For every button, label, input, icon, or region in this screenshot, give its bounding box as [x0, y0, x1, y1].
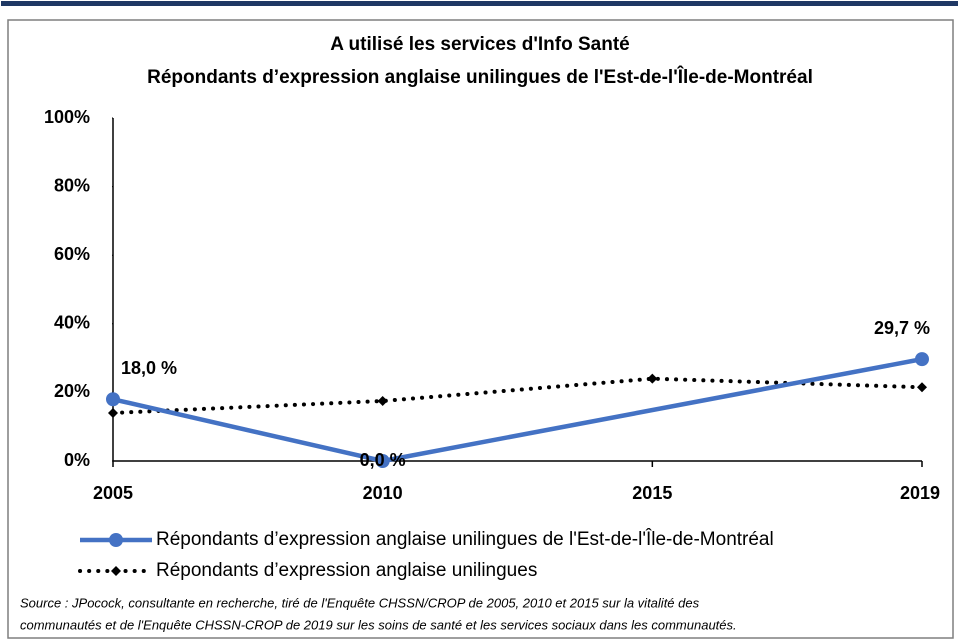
point	[106, 392, 120, 407]
point	[915, 352, 929, 367]
data-label: 0,0 %	[360, 450, 406, 470]
x-tick-label: 2019	[900, 483, 940, 503]
series-line	[112, 356, 923, 464]
chart-frame	[7, 19, 954, 639]
y-tick-label: 40%	[54, 313, 90, 333]
point	[375, 454, 390, 468]
data-label: 29,7 %	[874, 318, 930, 338]
y-tick-label: 20%	[54, 381, 90, 401]
y-tick-label: 100%	[44, 107, 90, 127]
y-tick-label: 60%	[54, 244, 90, 264]
data-label: 18,0 %	[121, 358, 177, 378]
point	[377, 395, 388, 406]
x-tick-label: 2015	[632, 483, 672, 503]
y-tick-label: 80%	[54, 175, 90, 195]
source: communautés et de l'Enquête CHSSN-CROP d…	[20, 617, 737, 632]
chart-title: A utilisé les services d'Info Santé	[330, 34, 629, 55]
legend-label: Répondants d’expression anglaise uniling…	[156, 560, 537, 581]
point	[109, 533, 123, 547]
point	[108, 407, 118, 418]
y-tick-label: 0%	[64, 450, 90, 470]
legend-label: Répondants d’expression anglaise uniling…	[156, 528, 774, 550]
point	[917, 382, 927, 393]
x-tick-label: 2010	[363, 483, 403, 503]
point	[111, 566, 121, 576]
x-tick-label: 2005	[93, 483, 133, 503]
top-frame	[1, 1, 958, 6]
chart-subtitle: Répondants d’expression anglaise uniling…	[147, 66, 813, 88]
source: Source : JPocock, consultante en recherc…	[20, 595, 700, 610]
point	[647, 373, 658, 384]
